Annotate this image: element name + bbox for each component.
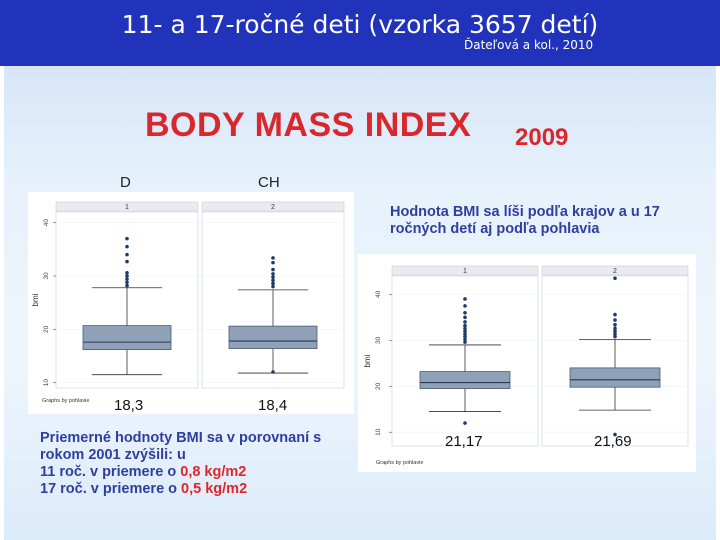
citation: Ďateľová a kol., 2010 xyxy=(464,38,594,52)
outlier-point xyxy=(463,304,467,308)
outlier-point xyxy=(613,334,617,339)
outlier-point xyxy=(463,326,467,331)
panel-label: 2 xyxy=(613,268,617,275)
panel-label: 1 xyxy=(463,268,467,275)
y-tick-label: 10 xyxy=(43,379,50,387)
outlier-point xyxy=(271,284,275,289)
outlier-point xyxy=(463,310,467,315)
outlier-point xyxy=(125,236,129,241)
note-increase: Priemerné hodnoty BMI sa v porovnaní s r… xyxy=(40,430,360,498)
note-line-3: 17 roč. v priemere o 0,5 kg/m2 xyxy=(40,481,360,498)
outlier-point xyxy=(463,421,467,425)
iqr-box xyxy=(82,325,172,351)
mean-right-2: 21,69 xyxy=(594,433,632,450)
mean-left-2: 18,4 xyxy=(258,397,288,414)
outlier-point xyxy=(463,340,467,344)
outlier-point xyxy=(271,267,275,272)
note-line-2-prefix: 11 roč. v priemere o xyxy=(40,464,181,480)
outlier-point xyxy=(271,275,275,279)
outlier-point xyxy=(271,370,275,374)
label-d: D xyxy=(120,174,131,191)
y-axis-label: bmi xyxy=(31,293,40,306)
note-line-1: Priemerné hodnoty BMI sa v porovnaní s r… xyxy=(40,430,322,463)
iqr-box xyxy=(419,371,511,389)
outlier-point xyxy=(463,297,467,301)
outlier-point xyxy=(271,278,275,283)
panel-strip xyxy=(391,265,539,276)
bmi-heading: BODY MASS INDEX xyxy=(145,106,472,144)
bmi-year: 2009 xyxy=(515,124,569,151)
outlier-point xyxy=(613,329,617,333)
boxplot-right: bmi 1 2 10 20 30 40 Graphs by pohlavie xyxy=(358,254,696,472)
outlier-point xyxy=(271,272,275,276)
outlier-point xyxy=(613,326,617,331)
outlier-point xyxy=(125,280,129,285)
note-line-2: 11 roč. v priemere o 0,8 kg/m2 xyxy=(40,464,360,481)
outlier-point xyxy=(613,276,617,281)
y-tick-label: 20 xyxy=(43,325,50,333)
note-line-2-value: 0,8 kg/m2 xyxy=(180,464,247,480)
note-regions: Hodnota BMI sa líši podľa krajov a u 17 … xyxy=(390,204,660,237)
outlier-point xyxy=(463,315,467,320)
panel-strip xyxy=(201,201,345,212)
outlier-point xyxy=(463,320,467,324)
outlier-point xyxy=(271,281,275,286)
outlier-point xyxy=(463,329,467,333)
y-axis-label: bmi xyxy=(363,354,372,367)
outlier-point xyxy=(463,337,467,342)
outlier-point xyxy=(463,323,467,328)
header-bar: 11- a 17-ročné deti (vzorka 3657 detí) Ď… xyxy=(0,0,720,66)
chart-footer: Graphs by pohlavie xyxy=(42,398,89,404)
page-title: 11- a 17-ročné deti (vzorka 3657 detí) xyxy=(121,10,599,39)
iqr-box xyxy=(569,367,661,388)
outlier-point xyxy=(125,244,129,249)
outlier-point xyxy=(613,312,617,317)
outlier-point xyxy=(271,256,275,260)
y-tick-label: 30 xyxy=(43,272,50,280)
y-tick-label: 40 xyxy=(43,219,50,227)
outlier-point xyxy=(125,274,129,278)
outlier-point xyxy=(463,334,467,339)
y-tick-label: 20 xyxy=(375,382,382,390)
panel-label: 2 xyxy=(271,204,275,211)
y-tick-label: 40 xyxy=(375,290,382,298)
iqr-box xyxy=(228,325,318,349)
boxplot-left: bmi 1 2 10 20 30 40 Graphs by pohlavie xyxy=(28,192,354,414)
note-line-3-prefix: 17 roč. v priemere o xyxy=(40,481,182,497)
mean-left-1: 18,3 xyxy=(114,397,144,414)
label-ch: CH xyxy=(258,174,280,191)
outlier-point xyxy=(613,322,617,327)
panel-strip xyxy=(541,265,689,276)
outlier-point xyxy=(125,259,129,264)
y-tick-label: 10 xyxy=(375,428,382,436)
outlier-point xyxy=(125,252,129,257)
outlier-point xyxy=(271,260,275,265)
outlier-point xyxy=(613,332,617,336)
y-tick-label: 30 xyxy=(375,336,382,344)
outlier-point xyxy=(463,332,467,336)
outlier-point xyxy=(125,283,129,288)
mean-right-1: 21,17 xyxy=(445,433,483,450)
note-line-3-value: 0,5 kg/m2 xyxy=(181,481,248,497)
outlier-point xyxy=(613,318,617,322)
outlier-point xyxy=(125,277,129,281)
outlier-point xyxy=(613,432,617,437)
outlier-point xyxy=(125,271,129,275)
panel-label: 1 xyxy=(125,204,129,211)
chart-footer: Graphs by pohlavie xyxy=(376,460,423,466)
panel-strip xyxy=(55,201,199,212)
